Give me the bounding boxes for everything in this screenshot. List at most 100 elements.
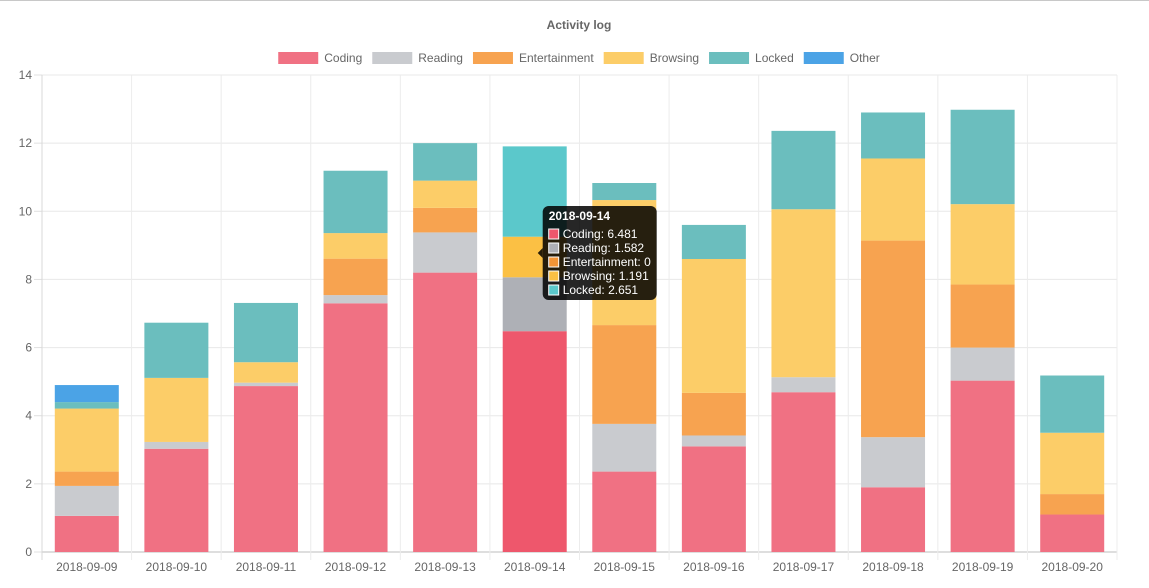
bar-locked-2018-09-12 (323, 170, 388, 234)
chart-bars (54, 109, 1105, 552)
x-tick-label-2018-09-16: 2018-09-16 (683, 560, 745, 574)
bar-reading-2018-09-19 (950, 347, 1015, 381)
tooltip-title: 2018-09-14 (549, 209, 611, 223)
legend-swatch-locked (709, 52, 750, 64)
bar-coding-2018-09-09 (54, 515, 119, 552)
bar-reading-2018-09-09 (54, 485, 119, 516)
x-tick-label-2018-09-20: 2018-09-20 (1042, 560, 1104, 574)
legend-swatch-coding (278, 52, 319, 64)
y-tick-label-6: 6 (25, 341, 32, 355)
bar-browsing-2018-09-12 (323, 233, 388, 259)
x-tick-label-2018-09-18: 2018-09-18 (862, 560, 924, 574)
bar-locked-2018-09-11 (233, 302, 298, 363)
tooltip-swatch-0 (548, 228, 560, 240)
bar-entertainment-2018-09-09 (54, 471, 119, 486)
bar-browsing-2018-09-20 (1040, 432, 1105, 495)
bar-entertainment-2018-09-18 (861, 240, 926, 438)
bar-other-2018-09-09 (54, 385, 119, 403)
x-tick-label-2018-09-09: 2018-09-09 (56, 560, 118, 574)
y-tick-label-2: 2 (25, 477, 32, 491)
bar-browsing-2018-09-09 (54, 408, 119, 472)
tooltip-line-4: Locked: 2.651 (563, 283, 639, 297)
legend-label-entertainment: Entertainment (519, 51, 594, 65)
tooltip-caret (537, 248, 543, 258)
legend-label-other: Other (850, 51, 880, 65)
bar-coding-2018-09-11 (233, 386, 298, 552)
bar-reading-2018-09-16 (681, 435, 746, 447)
bar-reading-2018-09-15 (592, 423, 657, 472)
bar-coding-2018-09-19 (950, 380, 1015, 552)
legend-swatch-browsing (603, 52, 644, 64)
bar-locked-2018-09-16 (681, 224, 746, 259)
bar-entertainment-2018-09-13 (413, 207, 478, 233)
tooltip-swatch-4 (548, 284, 560, 296)
y-tick-label-14: 14 (19, 68, 33, 82)
x-tick-label-2018-09-10: 2018-09-10 (146, 560, 208, 574)
y-tick-label-0: 0 (25, 545, 32, 559)
bar-browsing-2018-09-16 (681, 258, 746, 393)
bar-locked-2018-09-17 (771, 130, 836, 210)
legend-label-browsing: Browsing (650, 51, 699, 65)
bar-coding-2018-09-10 (144, 448, 209, 552)
legend-swatch-entertainment (472, 52, 513, 64)
y-tick-label-12: 12 (19, 136, 33, 150)
tooltip-line-3: Browsing: 1.191 (563, 269, 649, 283)
x-tick-label-2018-09-15: 2018-09-15 (594, 560, 656, 574)
bar-reading-2018-09-18 (861, 437, 926, 488)
tooltip-line-2: Entertainment: 0 (563, 255, 651, 269)
bar-locked-2018-09-09 (54, 402, 119, 409)
y-tick-label-4: 4 (25, 409, 32, 423)
bar-coding-2018-09-16 (681, 446, 746, 552)
chart-legend: Coding Reading Entertainment Browsing Locked… (278, 51, 880, 65)
legend-swatch-other (803, 52, 844, 64)
bar-entertainment-2018-09-16 (681, 392, 746, 436)
bar-entertainment-2018-09-20 (1040, 494, 1105, 515)
tooltip-line-0: Coding: 6.481 (563, 227, 638, 241)
tooltip-line-1: Reading: 1.582 (563, 241, 645, 255)
x-tick-label-2018-09-13: 2018-09-13 (414, 560, 476, 574)
x-tick-label-2018-09-14: 2018-09-14 (504, 560, 566, 574)
bar-reading-2018-09-17 (771, 377, 836, 393)
legend-label-reading: Reading (418, 51, 463, 65)
x-tick-label-2018-09-11: 2018-09-11 (236, 560, 297, 574)
bar-browsing-2018-09-17 (771, 209, 836, 378)
x-tick-label-2018-09-19: 2018-09-19 (952, 560, 1014, 574)
bar-browsing-2018-09-11 (233, 362, 298, 383)
legend-label-locked: Locked (755, 51, 794, 65)
tooltip-swatch-1 (548, 242, 560, 254)
bar-reading-2018-09-12 (323, 295, 388, 304)
bar-coding-2018-09-12 (323, 303, 388, 552)
chart-title: Activity log (547, 18, 612, 32)
legend-label-coding: Coding (324, 51, 362, 65)
chart-axes: 0 2 4 6 8 10 12 14 2018-09-09 2018-09-10 2018-09-1… (19, 68, 1104, 574)
bar-locked-2018-09-19 (950, 109, 1015, 205)
x-tick-label-2018-09-12: 2018-09-12 (325, 560, 387, 574)
bar-browsing-2018-09-18 (861, 158, 926, 241)
tooltip-box (542, 206, 657, 300)
bar-coding-2018-09-14 (502, 331, 567, 552)
y-tick-label-10: 10 (19, 204, 33, 218)
bar-browsing-2018-09-13 (413, 180, 478, 208)
bar-entertainment-2018-09-12 (323, 258, 388, 296)
bar-locked-2018-09-15 (592, 183, 657, 201)
bar-locked-2018-09-20 (1040, 375, 1105, 433)
bar-reading-2018-09-11 (233, 382, 298, 387)
bar-browsing-2018-09-10 (144, 377, 209, 442)
bar-reading-2018-09-13 (413, 232, 478, 273)
bar-locked-2018-09-13 (413, 143, 478, 181)
bar-coding-2018-09-17 (771, 392, 836, 552)
bar-browsing-2018-09-19 (950, 204, 1015, 285)
bar-coding-2018-09-18 (861, 487, 926, 552)
y-tick-label-8: 8 (25, 272, 32, 286)
x-tick-label-2018-09-17: 2018-09-17 (773, 560, 835, 574)
bar-locked-2018-09-10 (144, 322, 209, 378)
tooltip-swatch-2 (548, 256, 560, 268)
bar-entertainment-2018-09-15 (592, 325, 657, 424)
bar-coding-2018-09-20 (1040, 514, 1105, 552)
top-border-line (0, 0, 1149, 1)
bar-locked-2018-09-18 (861, 112, 926, 159)
tooltip-swatch-3 (548, 270, 560, 282)
chart-grid (34, 74, 1118, 560)
bar-reading-2018-09-10 (144, 441, 209, 449)
